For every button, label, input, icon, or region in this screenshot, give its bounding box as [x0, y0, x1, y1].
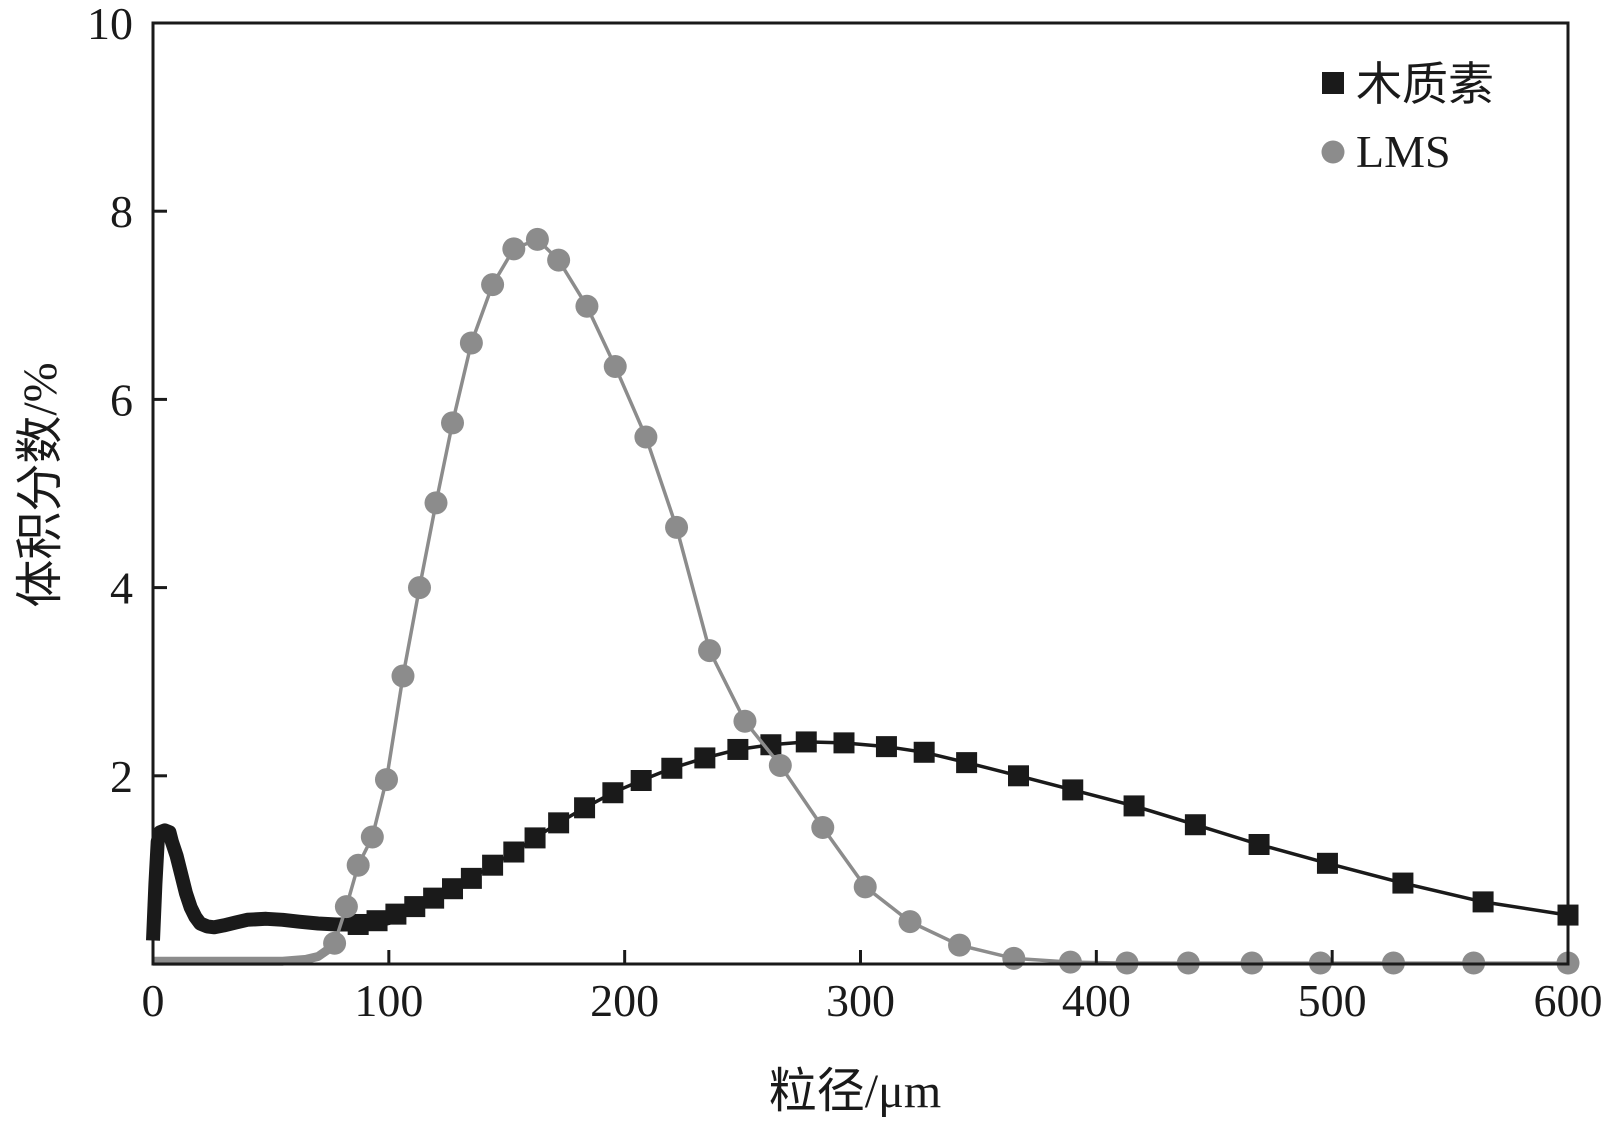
data-point [948, 933, 972, 957]
data-point [630, 770, 652, 792]
y-tick-label: 8 [110, 186, 133, 237]
data-point [1392, 872, 1414, 894]
y-tick-label: 4 [110, 563, 133, 614]
data-point [698, 639, 722, 663]
data-point [407, 576, 431, 600]
data-point [391, 664, 415, 688]
data-point [603, 354, 627, 378]
legend-label-lms: LMS [1356, 126, 1451, 177]
data-point [694, 747, 716, 769]
y-tick-label: 10 [87, 0, 133, 49]
data-point [661, 757, 683, 779]
plot-area [153, 23, 1568, 964]
data-point [875, 736, 897, 758]
data-point [575, 294, 599, 318]
axes-layer: 0 100 200 300 400 500 600 2 4 6 8 10 [87, 0, 1603, 1026]
data-point [1058, 950, 1082, 974]
data-point [956, 752, 978, 774]
data-point [1008, 765, 1030, 787]
data-point [360, 825, 384, 849]
legend-label-lignin: 木质素 [1356, 59, 1494, 110]
y-tick-label: 2 [110, 751, 133, 802]
data-point [913, 741, 935, 763]
data-point [503, 841, 525, 863]
data-point [460, 867, 482, 889]
data-point [602, 782, 624, 804]
data-point [665, 515, 689, 539]
data-point [1316, 852, 1338, 874]
data-point [346, 853, 370, 877]
data-point [525, 227, 549, 251]
data-point [898, 910, 922, 934]
data-point [524, 827, 546, 849]
data-point [347, 913, 369, 935]
data-point [1062, 779, 1084, 801]
data-point [574, 797, 596, 819]
x-tick-label: 500 [1298, 975, 1367, 1026]
data-point [441, 411, 465, 435]
series-head-line [146, 823, 391, 941]
x-axis-title: 粒径/μm [769, 1065, 941, 1118]
data-point [334, 895, 358, 919]
data-point [459, 331, 483, 355]
x-tick-label: 600 [1534, 975, 1603, 1026]
data-point [481, 273, 505, 297]
data-point [634, 425, 658, 449]
data-point [833, 732, 855, 754]
y-axis-title: 体积分数/% [14, 362, 67, 607]
x-tick-label: 0 [142, 975, 165, 1026]
data-point [548, 812, 570, 834]
legend: 木质素 LMS [1321, 59, 1494, 177]
x-tick-label: 400 [1062, 975, 1131, 1026]
data-point [374, 768, 398, 792]
legend-marker-lms [1321, 140, 1345, 164]
data-point [1184, 814, 1206, 836]
data-point [1002, 946, 1026, 970]
data-point [1248, 833, 1270, 855]
y-tick-label: 6 [110, 374, 133, 425]
series-lignin [146, 731, 1579, 941]
data-point [1123, 795, 1145, 817]
data-point [733, 709, 757, 733]
data-point [323, 931, 347, 955]
data-point [423, 887, 445, 909]
x-tick-label: 200 [590, 975, 659, 1026]
data-point [442, 878, 464, 900]
data-point [795, 731, 817, 753]
x-tick-label: 300 [826, 975, 895, 1026]
data-point [385, 903, 407, 925]
legend-marker-lignin [1322, 72, 1344, 94]
data-point [727, 738, 749, 760]
data-point [502, 237, 526, 261]
data-point [547, 248, 571, 272]
data-point [760, 734, 782, 756]
data-point [366, 910, 388, 932]
data-point [424, 491, 448, 515]
x-tick-label: 100 [354, 975, 423, 1026]
plot-background [153, 23, 1568, 964]
data-point [811, 816, 835, 840]
series-head-line [153, 946, 331, 966]
data-point [1472, 891, 1494, 913]
data-point [853, 875, 877, 899]
data-point [482, 854, 504, 876]
data-point [768, 753, 792, 777]
data-point [404, 896, 426, 918]
